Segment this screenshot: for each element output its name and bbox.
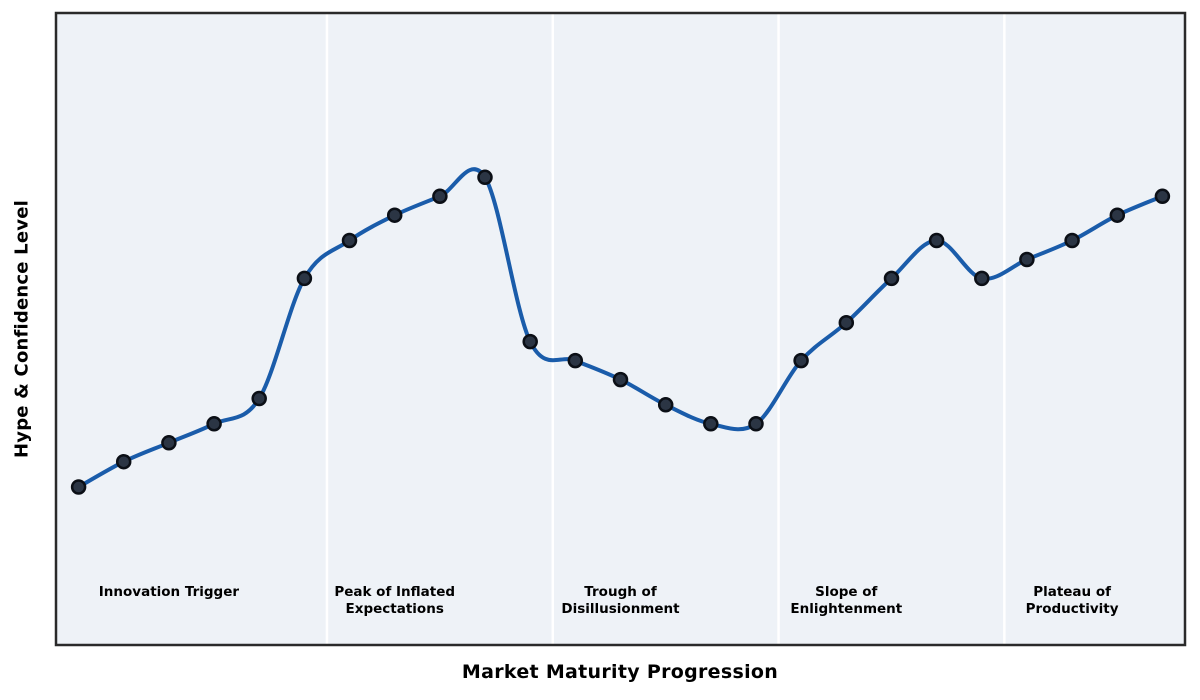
data-point-marker <box>928 232 945 249</box>
data-point-marker <box>883 270 900 287</box>
data-point-marker <box>206 416 222 432</box>
data-point-marker <box>386 207 403 223</box>
data-point-marker <box>1109 207 1126 223</box>
data-point-marker <box>974 270 990 287</box>
data-point-marker <box>251 390 267 407</box>
data-point-marker <box>477 169 493 186</box>
phase-label: Innovation Trigger <box>99 584 240 600</box>
plot-area-background <box>56 13 1185 645</box>
data-point-marker <box>657 397 674 413</box>
y-axis-label: Hype & Confidence Level <box>11 200 33 458</box>
x-axis-label: Market Maturity Progression <box>461 661 779 683</box>
data-point-marker <box>341 232 358 249</box>
data-point-marker <box>1019 251 1035 268</box>
data-point-marker <box>748 416 764 432</box>
data-point-marker <box>432 188 448 205</box>
data-point-marker <box>838 314 855 331</box>
phase-label: Trough of Disillusionment <box>561 584 680 617</box>
data-point-marker <box>612 371 629 388</box>
data-point-marker <box>1064 232 1080 249</box>
data-point-marker <box>296 270 313 287</box>
data-point-marker <box>1154 188 1171 205</box>
data-point-marker <box>793 352 809 369</box>
phase-label: Slope of Enlightenment <box>790 584 902 617</box>
data-point-marker <box>703 416 719 432</box>
data-point-marker <box>70 479 87 495</box>
data-point-marker <box>115 453 132 470</box>
phase-label: Peak of Inflated Expectations <box>334 584 455 617</box>
plot-border <box>54 11 1187 647</box>
data-point-marker <box>161 435 177 451</box>
phase-label: Plateau of Productivity <box>1026 584 1119 617</box>
data-point-marker <box>567 352 584 369</box>
hype-curve-line <box>76 167 1165 489</box>
data-point-marker <box>522 333 538 350</box>
